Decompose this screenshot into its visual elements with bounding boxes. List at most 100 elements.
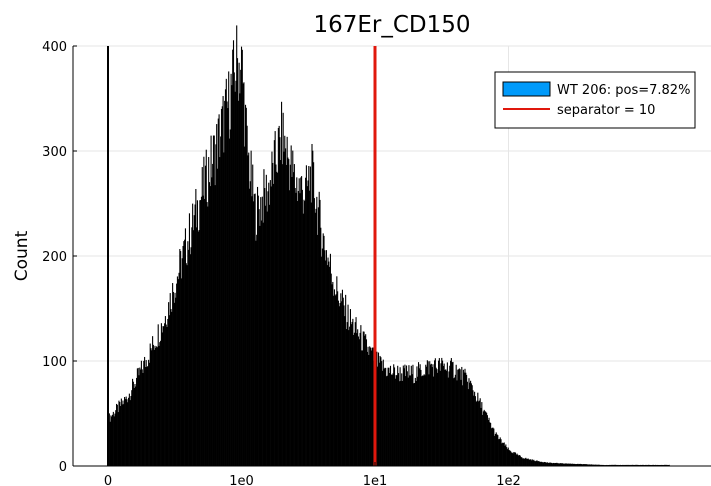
- histogram-bar: [341, 301, 343, 466]
- histogram-bar: [117, 412, 119, 466]
- histogram-bar: [132, 381, 134, 466]
- histogram-bar: [414, 377, 416, 466]
- histogram-bar: [578, 463, 581, 466]
- histogram-bar: [464, 368, 466, 466]
- histogram-bar: [569, 463, 571, 466]
- histogram-bar: [109, 421, 111, 466]
- histogram-bar: [364, 335, 366, 466]
- histogram-bar: [321, 256, 323, 466]
- histogram-bar: [317, 207, 319, 467]
- histogram-bar: [245, 107, 247, 467]
- histogram-bar: [540, 461, 542, 466]
- histogram-bar: [355, 317, 357, 466]
- histogram-bar: [458, 369, 460, 466]
- chart-title: 167Er_CD150: [313, 12, 470, 38]
- histogram-bar: [218, 114, 220, 466]
- histogram-bar: [609, 464, 611, 466]
- histogram-bar: [635, 464, 637, 466]
- histogram-bar: [175, 297, 177, 466]
- histogram-bar: [178, 272, 180, 466]
- histogram-bar: [289, 164, 291, 467]
- histogram-bar: [237, 100, 239, 466]
- histogram-bar: [186, 265, 188, 466]
- histogram-bar: [575, 464, 577, 466]
- histogram-bar: [462, 369, 464, 466]
- histogram-bar: [284, 135, 286, 466]
- histogram-bar: [408, 365, 410, 466]
- histogram-bar: [617, 464, 619, 466]
- histogram-bar: [421, 375, 424, 466]
- histogram-bar: [413, 383, 416, 466]
- histogram-bar: [153, 349, 155, 466]
- histogram-bar: [108, 413, 110, 466]
- histogram-bar: [116, 404, 118, 466]
- histogram-bar: [264, 188, 266, 467]
- histogram-bar: [523, 458, 525, 466]
- histogram-bar: [460, 379, 462, 466]
- histogram-bar: [550, 462, 553, 466]
- histogram-bar: [554, 463, 557, 466]
- y-tick-label: 0: [59, 460, 67, 475]
- histogram-bar: [422, 375, 424, 466]
- histogram-bar: [634, 464, 636, 466]
- histogram-bar: [435, 367, 437, 466]
- y-axis-label: Count: [12, 230, 32, 281]
- histogram-bar: [631, 464, 633, 466]
- histogram-bar: [503, 442, 505, 466]
- histogram-bar: [478, 400, 480, 466]
- histogram-bar: [116, 403, 118, 466]
- histogram-bar: [148, 362, 150, 466]
- histogram-bar: [470, 380, 472, 466]
- histogram-bar: [555, 462, 557, 466]
- histogram-bar: [300, 177, 302, 466]
- histogram-bar: [413, 383, 415, 466]
- histogram-bar: [663, 464, 665, 466]
- histogram-bar: [483, 409, 485, 466]
- histogram-bar: [341, 289, 343, 466]
- histogram-bar: [432, 364, 434, 466]
- histogram-bar: [565, 463, 567, 466]
- histogram-bar: [200, 200, 202, 466]
- histogram-bar: [121, 404, 123, 466]
- legend-label-separator: separator = 10: [557, 103, 655, 118]
- histogram-bar: [434, 358, 436, 466]
- histogram-bar: [220, 136, 222, 466]
- histogram-bar: [506, 449, 508, 466]
- histogram-bar: [349, 309, 352, 466]
- histogram-bar: [273, 140, 275, 466]
- histogram-bar: [290, 145, 292, 467]
- histogram-bar: [381, 361, 383, 466]
- histogram-bar: [450, 360, 452, 466]
- histogram-bar: [371, 347, 373, 466]
- histogram-bar: [136, 368, 138, 466]
- histogram-bar: [625, 464, 627, 466]
- histogram-bar: [379, 355, 381, 466]
- histogram-bar: [407, 377, 409, 466]
- histogram-bar: [624, 464, 626, 466]
- histogram-bar: [303, 199, 305, 466]
- histogram-bar: [353, 334, 355, 466]
- histogram-bar: [233, 72, 235, 466]
- histogram-bar: [386, 375, 388, 466]
- histogram-bar: [217, 118, 219, 467]
- histogram-bar: [614, 464, 616, 466]
- y-tick-label: 400: [42, 40, 67, 55]
- histogram-bar: [314, 212, 316, 466]
- histogram-bar: [643, 464, 645, 466]
- histogram-bar: [190, 247, 192, 466]
- histogram-bar: [485, 411, 487, 466]
- y-tick-label: 300: [42, 145, 67, 160]
- histogram-bar: [277, 172, 279, 466]
- histogram-bar: [304, 201, 306, 466]
- histogram-bar: [316, 196, 318, 467]
- histogram-bar: [442, 360, 444, 466]
- histogram-bar: [504, 445, 506, 466]
- histogram-bar: [273, 183, 275, 466]
- histogram-bar: [361, 350, 364, 466]
- histogram-bar: [156, 347, 158, 466]
- histogram-bar: [187, 241, 189, 466]
- histogram-bar: [404, 364, 406, 466]
- histogram-bar: [655, 464, 657, 466]
- histogram-bar: [546, 462, 549, 466]
